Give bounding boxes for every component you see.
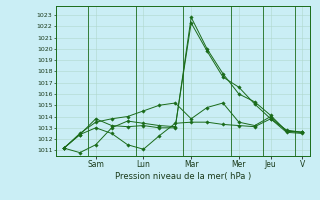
X-axis label: Pression niveau de la mer( hPa ): Pression niveau de la mer( hPa ) [115,172,251,181]
